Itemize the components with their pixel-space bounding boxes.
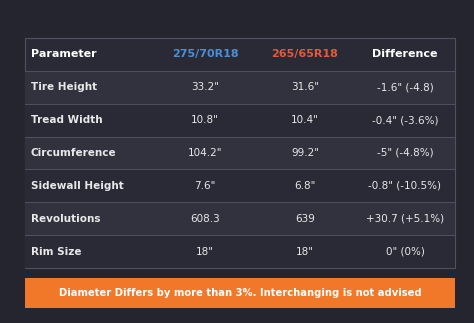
Text: -5" (-4.8%): -5" (-4.8%) bbox=[377, 148, 433, 158]
Text: 10.4": 10.4" bbox=[291, 115, 319, 125]
Bar bbox=[25, 71, 455, 104]
Text: 10.8": 10.8" bbox=[191, 115, 219, 125]
Text: 6.8": 6.8" bbox=[294, 181, 316, 191]
Text: Parameter: Parameter bbox=[31, 49, 97, 59]
Text: 639: 639 bbox=[295, 214, 315, 224]
Bar bbox=[25, 235, 455, 268]
Text: 265/65R18: 265/65R18 bbox=[272, 49, 338, 59]
Text: -0.8" (-10.5%): -0.8" (-10.5%) bbox=[368, 181, 441, 191]
Bar bbox=[25, 137, 455, 170]
Text: Difference: Difference bbox=[372, 49, 438, 59]
Text: Tread Width: Tread Width bbox=[31, 115, 103, 125]
Text: 99.2": 99.2" bbox=[291, 148, 319, 158]
Text: 18": 18" bbox=[196, 246, 214, 256]
Text: Revolutions: Revolutions bbox=[31, 214, 100, 224]
Bar bbox=[25, 278, 455, 308]
Text: 18": 18" bbox=[296, 246, 314, 256]
Text: -1.6" (-4.8): -1.6" (-4.8) bbox=[377, 82, 433, 92]
Text: 7.6": 7.6" bbox=[194, 181, 216, 191]
Text: 33.2": 33.2" bbox=[191, 82, 219, 92]
Text: 0" (0%): 0" (0%) bbox=[385, 246, 424, 256]
Text: Diameter Differs by more than 3%. Interchanging is not advised: Diameter Differs by more than 3%. Interc… bbox=[59, 288, 421, 298]
Bar bbox=[25, 202, 455, 235]
Text: Rim Size: Rim Size bbox=[31, 246, 82, 256]
Text: 31.6": 31.6" bbox=[291, 82, 319, 92]
Text: -0.4" (-3.6%): -0.4" (-3.6%) bbox=[372, 115, 438, 125]
Text: 275/70R18: 275/70R18 bbox=[172, 49, 238, 59]
Text: Sidewall Height: Sidewall Height bbox=[31, 181, 124, 191]
Text: 104.2": 104.2" bbox=[188, 148, 222, 158]
Bar bbox=[25, 170, 455, 202]
Bar bbox=[25, 104, 455, 137]
Bar bbox=[25, 38, 455, 268]
Text: 608.3: 608.3 bbox=[190, 214, 220, 224]
Text: Tire Height: Tire Height bbox=[31, 82, 97, 92]
Text: Circumference: Circumference bbox=[31, 148, 117, 158]
Text: +30.7 (+5.1%): +30.7 (+5.1%) bbox=[366, 214, 444, 224]
